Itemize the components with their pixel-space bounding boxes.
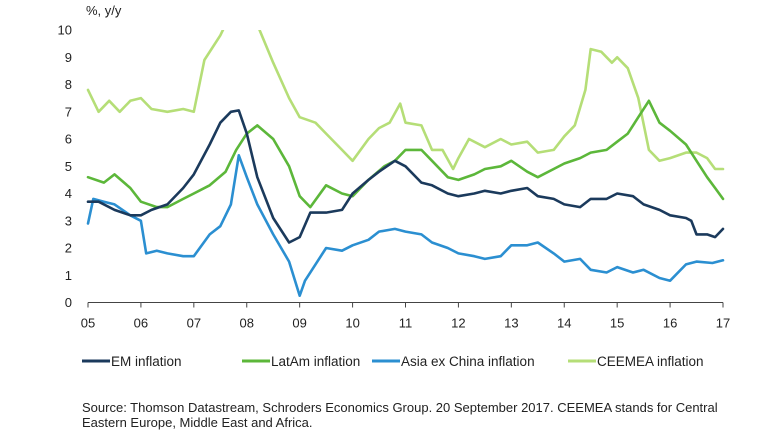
- source-note: Source: Thomson Datastream, Schroders Ec…: [82, 400, 718, 430]
- y-tick-label: 1: [65, 268, 72, 283]
- x-tick-label: 12: [451, 316, 465, 331]
- series-line-asia-ex-china-inflation: [86, 154, 725, 298]
- series-lines: [86, 30, 725, 298]
- x-tick-label: 10: [345, 316, 359, 331]
- y-axis: 0 1 2 3 4 5 6 7 8 9 10: [58, 23, 72, 311]
- x-tick-label: 05: [81, 316, 95, 331]
- series-line-ceemea-inflation: [86, 30, 725, 171]
- y-tick-label: 10: [58, 23, 72, 38]
- x-axis: 05 06 07 08 09 10 11 12 13 14 15 16 17: [81, 302, 730, 331]
- y-tick-label: 4: [65, 186, 72, 201]
- x-tick-label: 09: [292, 316, 306, 331]
- x-tick-label: 06: [134, 316, 148, 331]
- series-line-latam-inflation: [86, 99, 725, 209]
- x-tick-label: 07: [187, 316, 201, 331]
- y-axis-label: %, y/y: [86, 3, 122, 18]
- legend: EM inflation LatAm inflation Asia ex China…: [82, 354, 704, 369]
- legend-label: EM inflation: [111, 354, 182, 369]
- x-tick-label: 17: [716, 316, 730, 331]
- series-line-em-inflation: [86, 109, 725, 244]
- y-tick-label: 8: [65, 77, 72, 92]
- y-tick-label: 2: [65, 241, 72, 256]
- y-tick-label: 7: [65, 104, 72, 119]
- x-tick-label: 11: [399, 316, 413, 331]
- x-tick-label: 15: [610, 316, 624, 331]
- legend-label: CEEMEA inflation: [597, 354, 704, 369]
- y-tick-label: 5: [65, 159, 72, 174]
- y-tick-label: 0: [65, 295, 72, 310]
- x-tick-label: 08: [240, 316, 254, 331]
- y-tick-label: 9: [65, 50, 72, 65]
- y-tick-label: 6: [65, 132, 72, 147]
- x-tick-label: 16: [663, 316, 677, 331]
- x-tick-label: 14: [557, 316, 571, 331]
- x-tick-label: 13: [504, 316, 518, 331]
- legend-label: LatAm inflation: [271, 354, 360, 369]
- legend-label: Asia ex China inflation: [401, 354, 535, 369]
- y-tick-label: 3: [65, 213, 72, 228]
